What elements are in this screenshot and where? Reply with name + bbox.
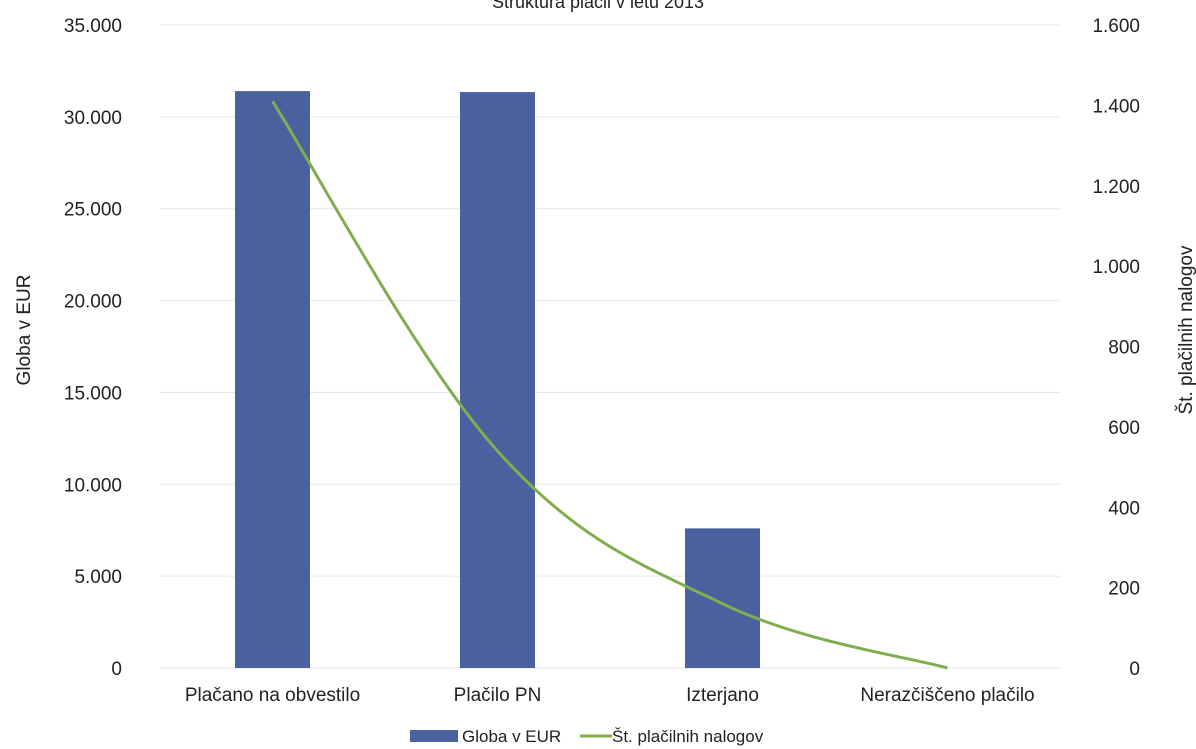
left-tick-label: 35.000	[64, 16, 122, 37]
line-path	[271, 100, 948, 670]
bar	[685, 528, 760, 668]
right-tick-label: 1.200	[1092, 177, 1140, 198]
left-axis-ticks: 0 5.000 10.000 15.000 20.000 25.000 30.000 35.0…	[64, 16, 122, 680]
chart-title: Struktura plačil v letu 2013	[492, 0, 704, 12]
bar	[460, 92, 535, 668]
right-tick-label: 1.000	[1092, 257, 1140, 278]
left-tick-label: 10.000	[64, 475, 122, 496]
right-axis-title: Št. plačilnih nalogov	[1175, 245, 1196, 414]
line-series	[271, 100, 948, 670]
bar	[235, 91, 310, 668]
right-tick-label: 0	[1129, 659, 1140, 680]
left-tick-label: 20.000	[64, 292, 122, 313]
right-tick-label: 1.400	[1092, 96, 1140, 117]
legend-label-bar: Globa v EUR	[462, 727, 561, 746]
category-labels: Plačano na obvestilo Plačilo PN Izterjano N…	[185, 685, 1035, 706]
right-tick-label: 400	[1108, 498, 1140, 519]
category-label: Izterjano	[686, 685, 759, 706]
legend-swatch-bar	[410, 730, 458, 742]
right-tick-label: 200	[1108, 579, 1140, 600]
right-tick-label: 1.600	[1092, 16, 1140, 37]
left-tick-label: 30.000	[64, 108, 122, 129]
left-tick-label: 15.000	[64, 383, 122, 404]
left-axis-title: Globa v EUR	[14, 275, 35, 386]
right-tick-label: 800	[1108, 338, 1140, 359]
category-label: Plačilo PN	[454, 685, 542, 706]
category-label: Nerazčiščeno plačilo	[860, 685, 1034, 706]
left-tick-label: 25.000	[64, 200, 122, 221]
left-tick-label: 5.000	[74, 567, 122, 588]
category-label: Plačano na obvestilo	[185, 685, 360, 706]
right-tick-label: 600	[1108, 418, 1140, 439]
bar-series	[235, 91, 760, 668]
legend-label-line: Št. plačilnih nalogov	[612, 727, 764, 746]
left-tick-label: 0	[111, 659, 122, 680]
legend: Globa v EUR Št. plačilnih nalogov	[410, 727, 764, 746]
right-axis-ticks: 0 200 400 600 800 1.000 1.200 1.400 1.600	[1092, 16, 1140, 680]
